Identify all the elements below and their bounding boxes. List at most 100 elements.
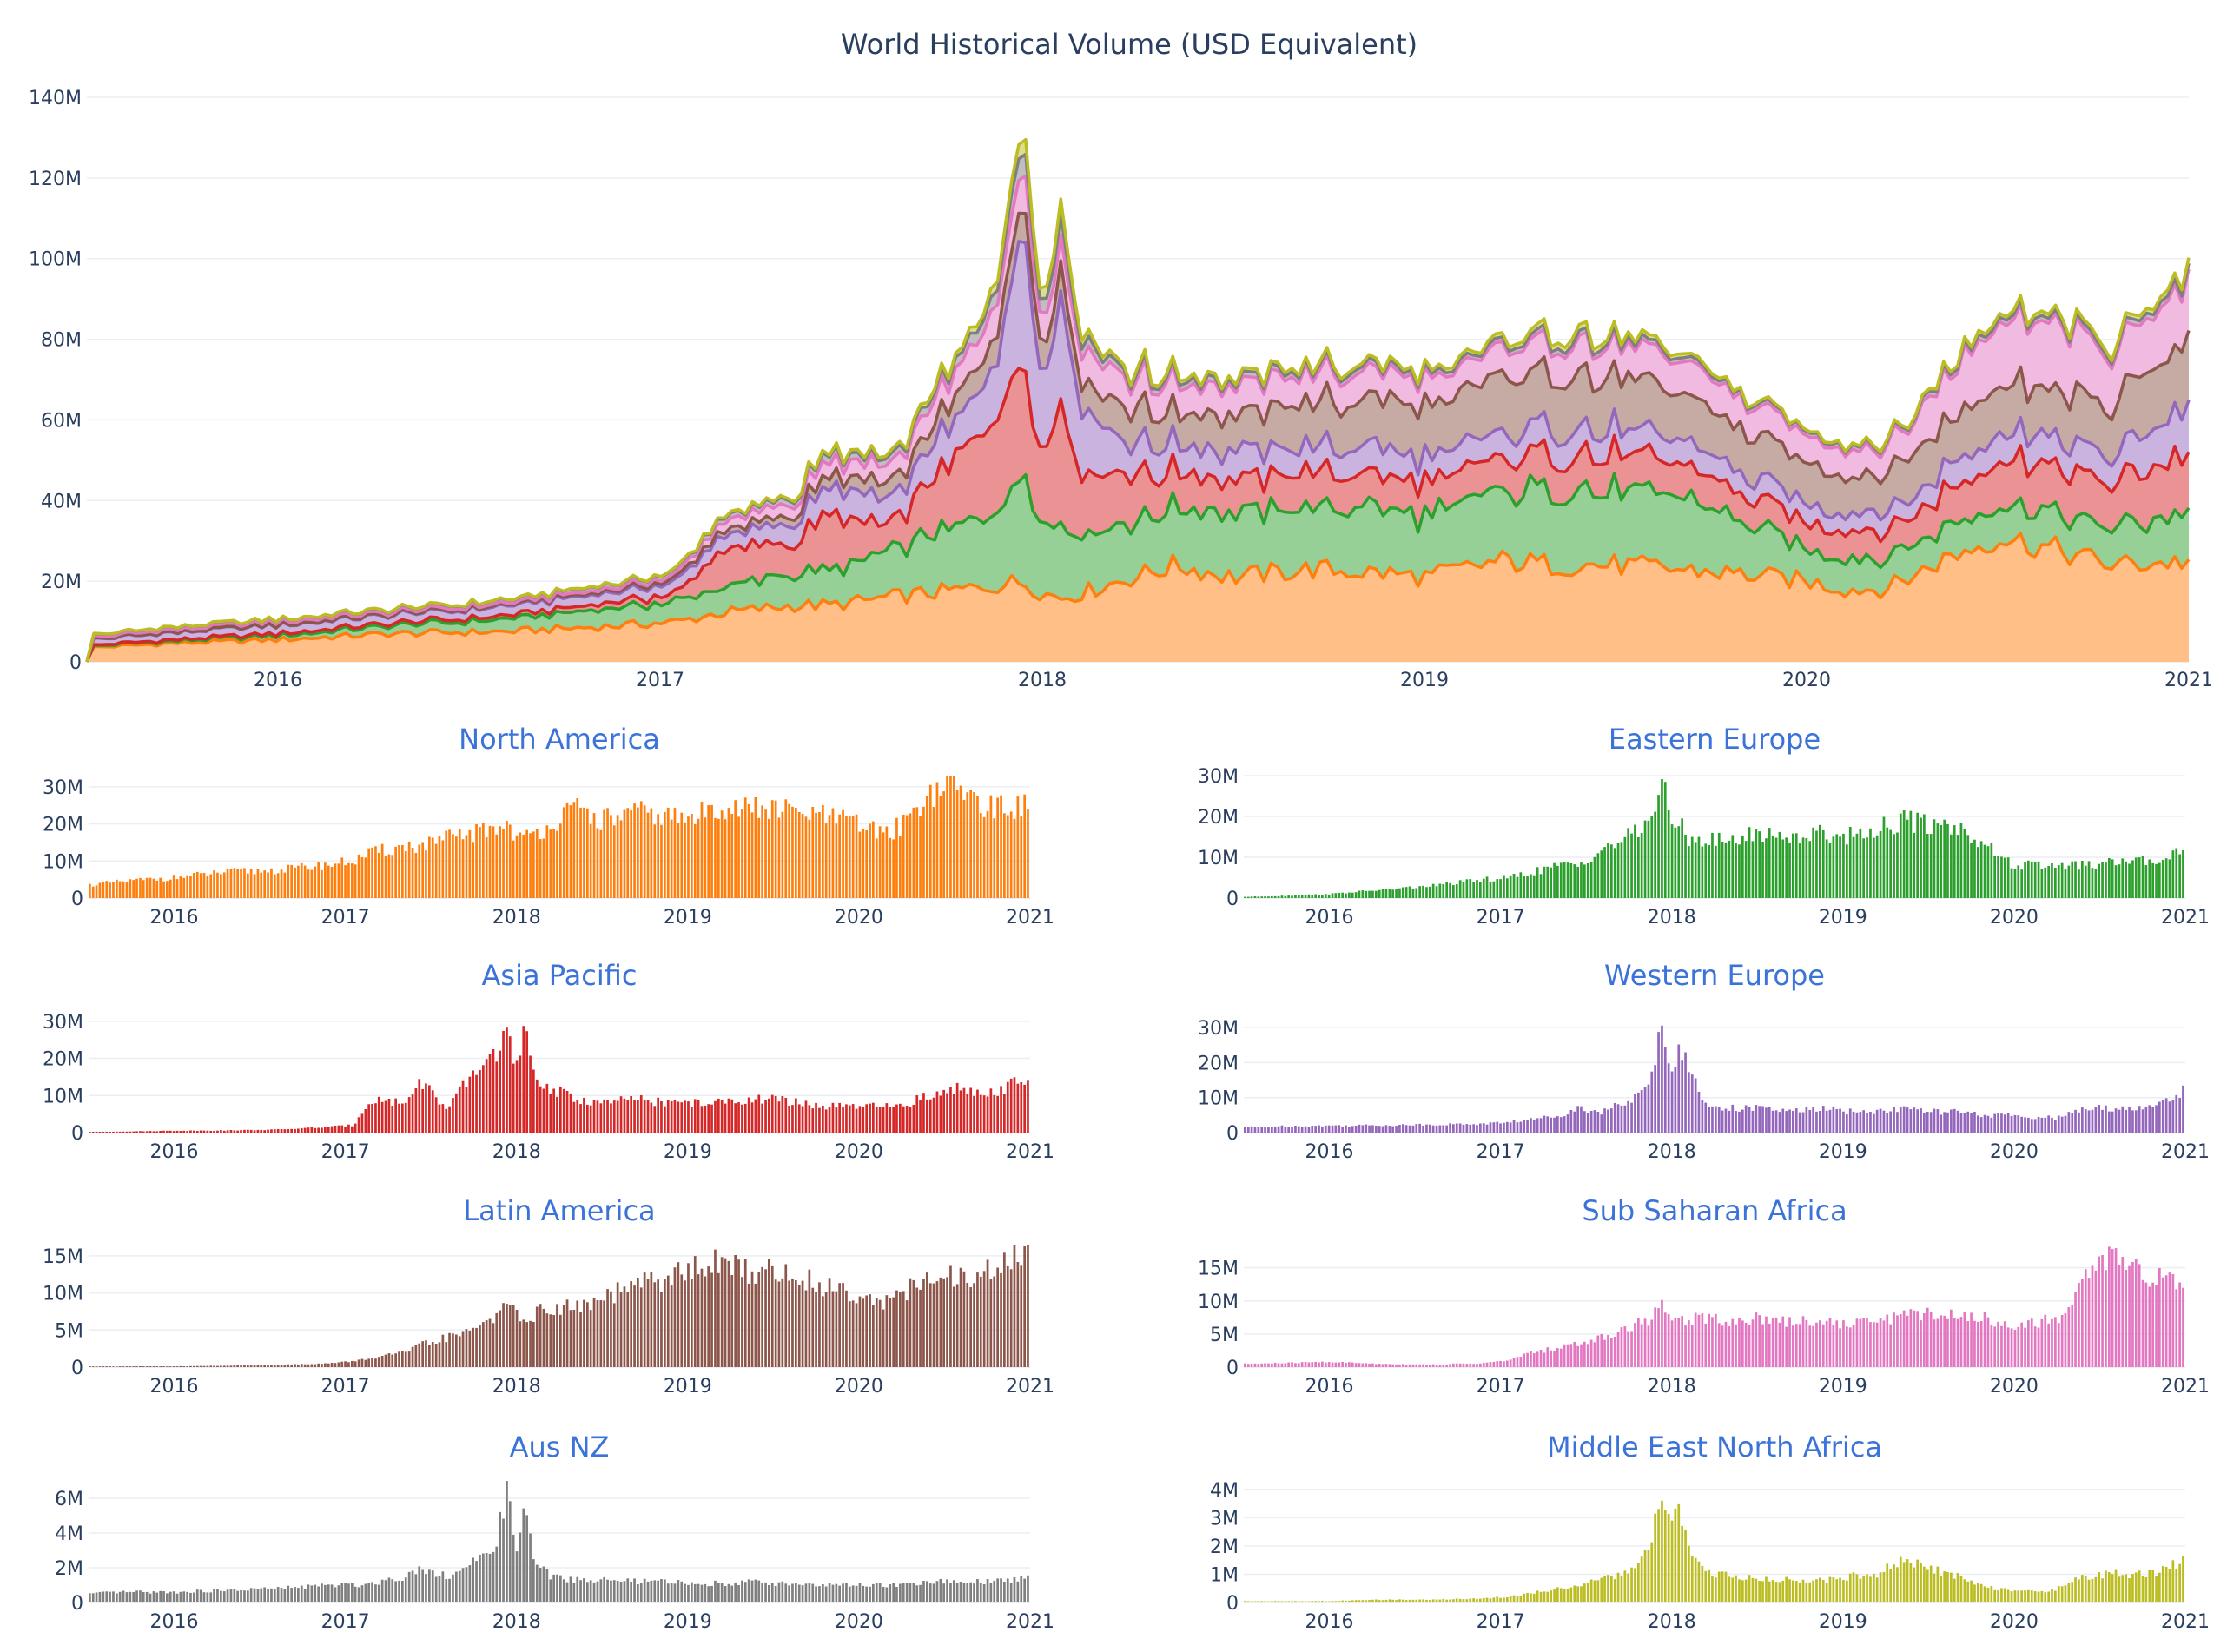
bar-eastern-europe	[1926, 834, 1929, 898]
bar-north-america	[98, 882, 102, 898]
bar-eastern-europe	[2168, 859, 2171, 898]
bar-eastern-europe	[1354, 892, 1358, 898]
bar-north-america	[116, 879, 118, 898]
bar-north-america	[475, 824, 478, 898]
bar-middle-east-north-africa	[1294, 1601, 1297, 1602]
bar-north-america	[307, 869, 310, 898]
bar-north-america	[499, 826, 502, 898]
bar-north-america	[364, 857, 367, 898]
bar-latin-america	[273, 1365, 276, 1367]
bar-eastern-europe	[2128, 863, 2131, 898]
bar-aus-nz	[770, 1583, 774, 1602]
bar-sub-saharan-africa	[1943, 1315, 1946, 1367]
bar-western-europe	[1519, 1121, 1523, 1133]
bar-middle-east-north-africa	[1284, 1601, 1287, 1602]
subchart-x-tick: 2020	[835, 1376, 883, 1398]
bar-sub-saharan-africa	[2171, 1274, 2175, 1367]
bar-sub-saharan-africa	[1452, 1363, 1455, 1367]
bar-aus-nz	[472, 1557, 475, 1602]
bar-asia-pacific	[495, 1061, 499, 1133]
bar-eastern-europe	[1661, 779, 1663, 898]
bar-asia-pacific	[448, 1106, 451, 1133]
bar-eastern-europe	[1801, 837, 1805, 898]
bar-eastern-europe	[1388, 889, 1391, 898]
bar-eastern-europe	[1751, 841, 1755, 898]
bar-aus-nz	[479, 1555, 481, 1602]
bar-north-america	[808, 819, 811, 898]
bar-western-europe	[1442, 1125, 1445, 1133]
bar-sub-saharan-africa	[1378, 1364, 1381, 1367]
bar-western-europe	[1395, 1126, 1398, 1133]
bar-middle-east-north-africa	[1388, 1599, 1391, 1602]
bar-north-america	[858, 831, 862, 898]
bar-western-europe	[1657, 1032, 1660, 1133]
bar-aus-nz	[569, 1576, 572, 1602]
bar-north-america	[949, 776, 952, 898]
bar-middle-east-north-africa	[1546, 1591, 1550, 1602]
bar-asia-pacific	[919, 1100, 922, 1133]
bar-middle-east-north-africa	[1761, 1581, 1764, 1602]
bar-latin-america	[512, 1305, 515, 1367]
bar-sub-saharan-africa	[2027, 1320, 2030, 1367]
bar-western-europe	[1926, 1112, 1929, 1133]
bar-middle-east-north-africa	[1479, 1598, 1482, 1602]
bar-sub-saharan-africa	[1449, 1364, 1451, 1367]
bar-eastern-europe	[1657, 795, 1660, 898]
main-chart: World Historical Volume (USD Equivalent)…	[29, 28, 2213, 691]
bar-eastern-europe	[1607, 843, 1609, 898]
bar-eastern-europe	[1503, 875, 1505, 898]
bar-latin-america	[720, 1257, 724, 1367]
bar-north-america	[549, 829, 552, 898]
bar-asia-pacific	[842, 1107, 844, 1133]
subchart-x-tick: 2018	[492, 1376, 541, 1398]
bar-middle-east-north-africa	[2134, 1572, 2138, 1602]
bar-latin-america	[922, 1279, 925, 1367]
bar-middle-east-north-africa	[2084, 1576, 2087, 1602]
bar-asia-pacific	[542, 1088, 545, 1133]
bar-eastern-europe	[1613, 848, 1616, 898]
bar-latin-america	[472, 1327, 475, 1367]
bar-north-america	[411, 848, 414, 898]
bar-latin-america	[926, 1272, 928, 1367]
bar-sub-saharan-africa	[1297, 1363, 1300, 1367]
subchart-x-tick: 2018	[1648, 907, 1696, 928]
bar-latin-america	[710, 1272, 713, 1367]
bar-asia-pacific	[445, 1108, 448, 1133]
bar-middle-east-north-africa	[2164, 1566, 2168, 1602]
bar-middle-east-north-africa	[1556, 1587, 1559, 1602]
bar-aus-nz	[966, 1583, 969, 1602]
bar-middle-east-north-africa	[2182, 1556, 2184, 1602]
bar-aus-nz	[545, 1569, 549, 1602]
bar-middle-east-north-africa	[1873, 1573, 1875, 1602]
bar-aus-nz	[226, 1589, 229, 1602]
bar-asia-pacific	[979, 1094, 982, 1133]
bar-north-america	[418, 844, 421, 898]
bar-eastern-europe	[2081, 861, 2084, 898]
bar-asia-pacific	[307, 1127, 310, 1133]
bar-asia-pacific	[508, 1036, 512, 1133]
bar-latin-america	[616, 1282, 619, 1367]
bar-latin-america	[314, 1364, 317, 1367]
subchart-y-tick: 20M	[43, 815, 83, 836]
bar-sub-saharan-africa	[1966, 1321, 1970, 1367]
bar-western-europe	[1741, 1109, 1744, 1133]
bar-sub-saharan-africa	[1476, 1364, 1478, 1367]
bar-eastern-europe	[1506, 878, 1509, 898]
bar-asia-pacific	[337, 1125, 340, 1133]
bar-latin-america	[717, 1272, 720, 1367]
bar-latin-america	[391, 1354, 394, 1367]
bar-north-america	[240, 869, 242, 898]
bar-middle-east-north-africa	[1345, 1600, 1347, 1602]
bar-western-europe	[2081, 1107, 2084, 1133]
bar-latin-america	[1016, 1262, 1020, 1367]
bar-western-europe	[1956, 1110, 1959, 1133]
bar-middle-east-north-africa	[1375, 1599, 1378, 1602]
bar-latin-america	[152, 1366, 155, 1367]
bar-eastern-europe	[1546, 866, 1550, 898]
bar-latin-america	[565, 1299, 569, 1367]
bar-latin-america	[935, 1281, 939, 1367]
bar-latin-america	[811, 1287, 815, 1367]
bar-western-europe	[1973, 1112, 1976, 1133]
bar-aus-nz	[452, 1574, 454, 1602]
bar-middle-east-north-africa	[1859, 1578, 1862, 1602]
